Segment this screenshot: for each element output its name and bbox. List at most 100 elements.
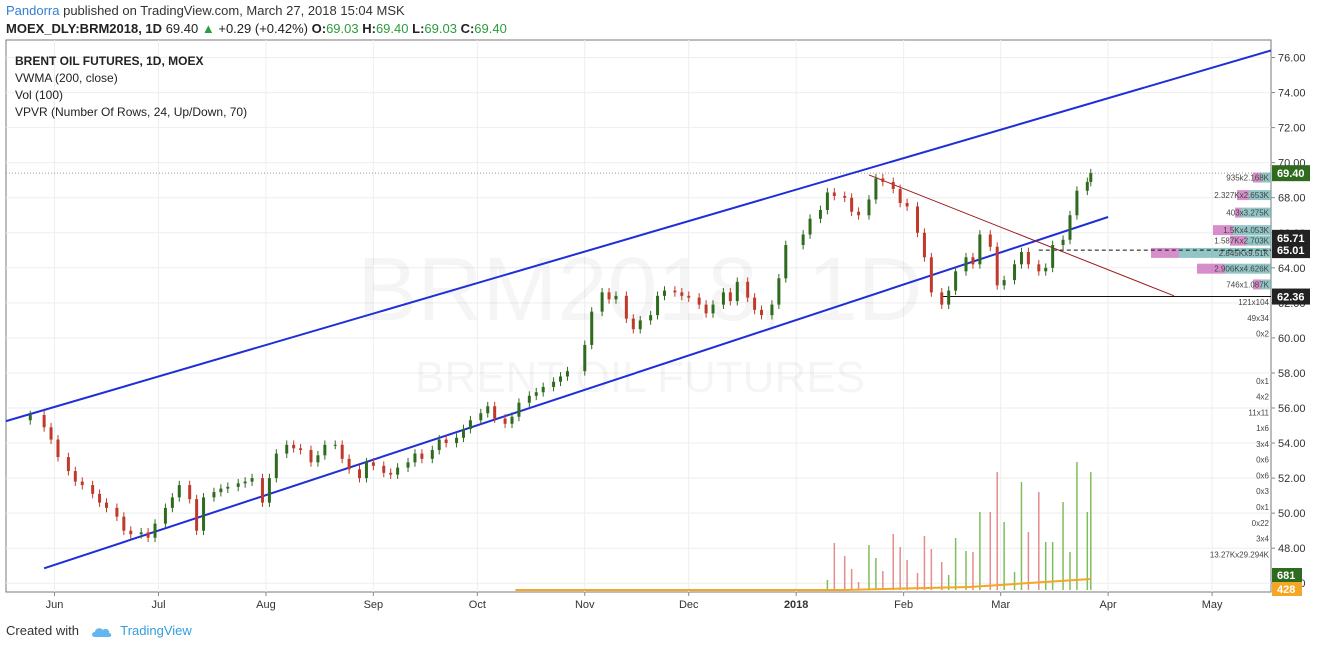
- y-tick-label: 58.00: [1278, 368, 1306, 380]
- candle-body: [631, 318, 635, 330]
- candle-body: [929, 257, 933, 293]
- open-value: 69.03: [326, 21, 359, 36]
- x-tick-label: Apr: [1100, 599, 1117, 611]
- y-tick-label: 54.00: [1278, 438, 1306, 450]
- legend-vwma[interactable]: VWMA (200, close): [15, 71, 118, 85]
- price-tag-box: [1272, 165, 1310, 182]
- candle-body: [274, 453, 278, 479]
- volume-profile-down: [1253, 279, 1261, 290]
- published-text: published on TradingView.com, March 27, …: [59, 3, 405, 18]
- candle-body: [115, 507, 119, 517]
- volume-profile-label: 2.327Kx2.653K: [1214, 191, 1269, 200]
- candle-body: [1061, 239, 1065, 246]
- candle-body: [922, 232, 926, 258]
- x-tick-label: Jul: [151, 599, 165, 611]
- symbol[interactable]: MOEX_DLY:BRM2018, 1D: [6, 21, 163, 36]
- x-tick-label: 2018: [784, 599, 808, 611]
- volume-profile-label: 0x6: [1256, 471, 1269, 480]
- candle-body: [163, 507, 167, 524]
- legend-vol[interactable]: Vol (100): [15, 88, 63, 102]
- candle-body: [881, 178, 885, 182]
- candle-body: [340, 444, 344, 459]
- volume-profile-label: 746x1.087K: [1226, 280, 1269, 289]
- tradingview-cloud-icon: [91, 627, 111, 637]
- candle-body: [333, 444, 337, 446]
- candle-body: [697, 297, 701, 305]
- candle-body: [461, 429, 465, 438]
- volume-profile-up: [1179, 247, 1271, 258]
- y-tick-label: 64.00: [1278, 263, 1306, 275]
- candle-body: [49, 427, 53, 440]
- tradingview-link[interactable]: TradingView: [120, 623, 192, 638]
- volume-profile-label: 1.5Kx4.053K: [1223, 226, 1269, 235]
- legend-vpvr[interactable]: VPVR (Number Of Rows, 24, Up/Down, 70): [15, 105, 247, 119]
- candle-body: [267, 478, 271, 503]
- volume-profile-label: 403x3.275K: [1226, 209, 1269, 218]
- candle-body: [552, 381, 556, 387]
- candle-body: [624, 295, 628, 319]
- candle-body: [662, 290, 666, 296]
- plot-area[interactable]: [5, 39, 1272, 593]
- author-link[interactable]: Pandorra: [6, 3, 60, 18]
- volume-profile-label: 0x2: [1256, 330, 1269, 339]
- candle-body: [995, 246, 999, 286]
- candle-body: [219, 488, 223, 493]
- candle-body: [867, 199, 871, 216]
- candle-body: [406, 462, 410, 468]
- candle-body: [656, 295, 660, 316]
- time-axis[interactable]: Jun Jul Aug Sep Oct Nov Dec 2018 Feb Mar Apr May: [46, 592, 1223, 611]
- candle-body: [437, 439, 441, 451]
- candle-body: [614, 295, 618, 300]
- candle-body: [1068, 215, 1072, 240]
- candle-body: [753, 297, 757, 310]
- candle-body: [898, 188, 902, 203]
- candle-body: [468, 420, 472, 430]
- candle-body: [195, 499, 199, 531]
- volume-profile-up: [1241, 207, 1271, 218]
- candle-body: [309, 450, 313, 463]
- volume-profile-up: [1246, 235, 1271, 246]
- candle-body: [358, 469, 362, 479]
- price-tag-box: [1272, 242, 1310, 259]
- candle-body: [832, 192, 836, 196]
- channel-upper-line: [5, 49, 1272, 423]
- close-value: 69.40: [474, 21, 507, 36]
- candle-body: [73, 471, 77, 482]
- y-tick-label: 48.00: [1278, 543, 1306, 555]
- candle-body: [874, 178, 878, 200]
- low-value: 69.03: [424, 21, 457, 36]
- candle-body: [673, 290, 677, 293]
- volume-profile-down: [1230, 235, 1246, 246]
- volume-bars: [515, 462, 1092, 591]
- y-tick-label: 50.00: [1278, 508, 1306, 520]
- volume-profile-down: [1253, 172, 1261, 183]
- high-value: 69.40: [375, 21, 409, 36]
- x-tick-label: Mar: [991, 599, 1010, 611]
- volume-tag-box: [1272, 582, 1302, 596]
- volume-tag-label: 681: [1277, 570, 1295, 582]
- legend-symbol: BRENT OIL FUTURES, 1D, MOEX: [15, 54, 203, 68]
- price-axis[interactable]: 76.0074.0072.0070.0068.0066.0064.0062.00…: [1271, 53, 1306, 591]
- candle-body: [559, 376, 563, 382]
- candle-body: [760, 309, 764, 316]
- candle-body: [80, 481, 84, 486]
- candle-body: [236, 483, 240, 487]
- price-tag-label: 62.36: [1277, 292, 1305, 304]
- candle-body: [565, 371, 569, 377]
- volume-profile-label: 0x1: [1256, 377, 1269, 386]
- volume-profile-up: [1233, 225, 1271, 236]
- candle-body: [590, 311, 594, 345]
- candle-body: [170, 497, 174, 508]
- candle-body: [801, 234, 805, 246]
- candle-body: [680, 292, 684, 296]
- symbol-line: MOEX_DLY:BRM2018, 1D 69.40 ▲ +0.29 (+0.4…: [6, 21, 507, 36]
- candle-body: [188, 485, 192, 500]
- volume-profile-label: 0x1: [1256, 503, 1269, 512]
- last-price: 69.40: [165, 21, 199, 36]
- close-label: C:: [460, 21, 475, 36]
- price-tag-box: [1272, 229, 1310, 246]
- y-tick-label: 74.00: [1278, 88, 1306, 100]
- candle-body: [323, 444, 327, 456]
- candle-body: [260, 478, 264, 503]
